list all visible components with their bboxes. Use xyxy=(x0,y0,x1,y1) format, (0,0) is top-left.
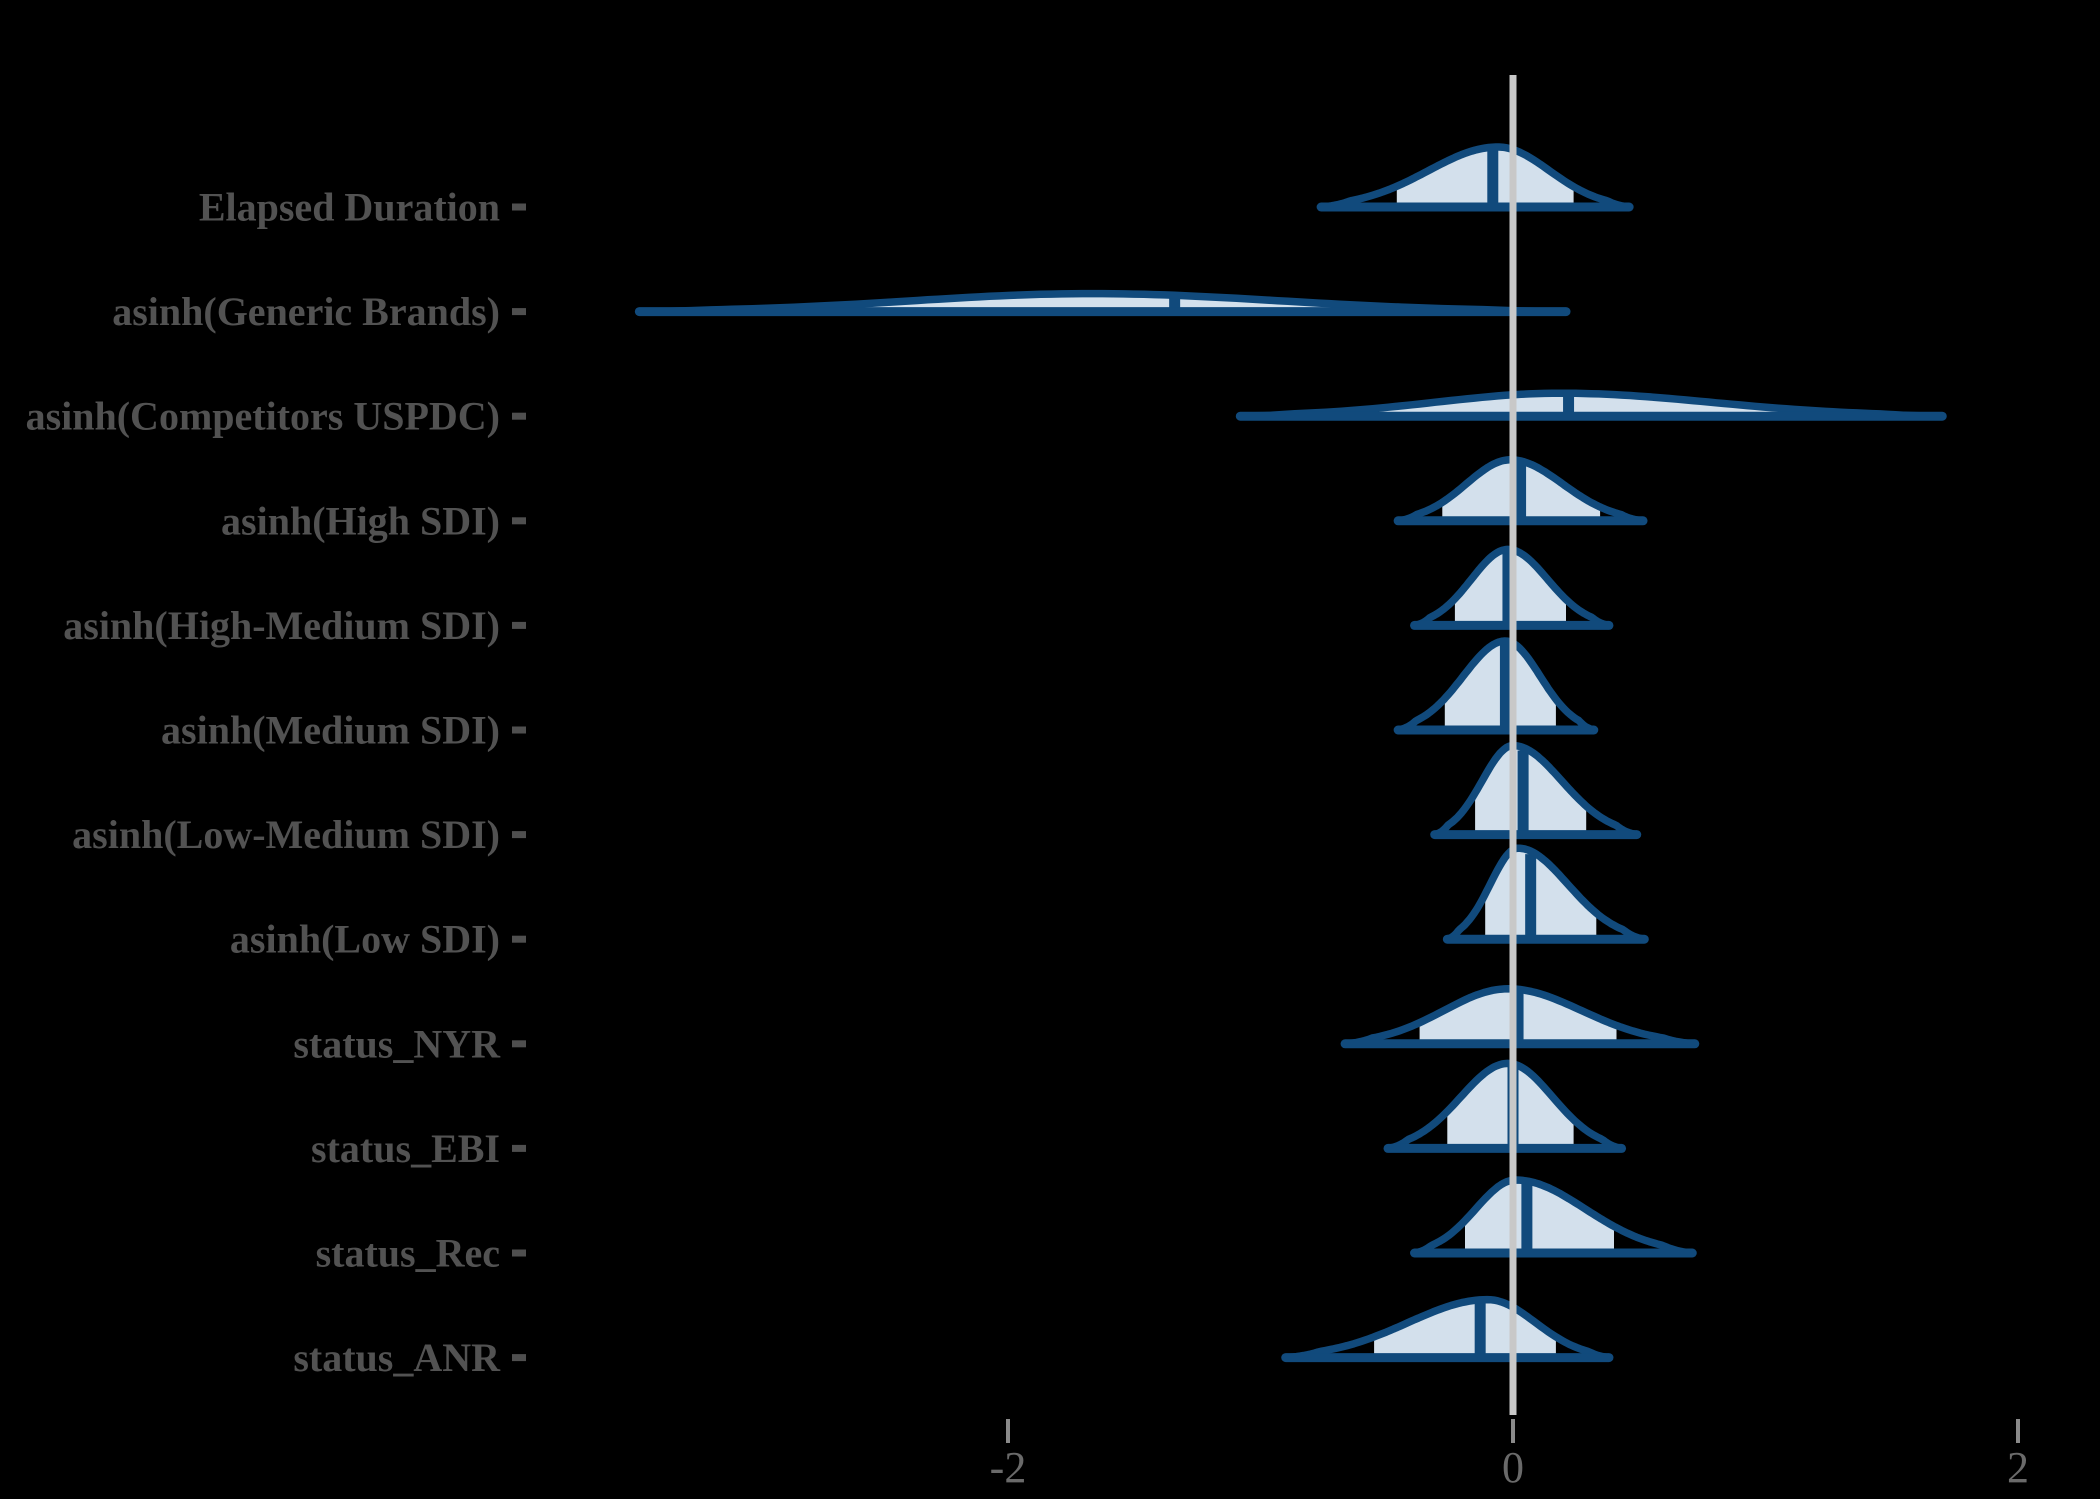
density-row: asinh(Generic Brands) xyxy=(112,289,1571,334)
y-axis-tick xyxy=(512,1354,526,1362)
density-row: status_NYR xyxy=(293,985,1700,1066)
row-label: status_NYR xyxy=(293,1021,501,1066)
density-outline xyxy=(1410,1176,1697,1257)
x-axis-tick-label: 2 xyxy=(2007,1443,2029,1492)
y-axis-tick xyxy=(512,935,526,943)
density-row: asinh(Competitors USPDC) xyxy=(26,389,1947,439)
density-row: asinh(Medium SDI) xyxy=(161,637,1599,753)
row-label: status_EBI xyxy=(311,1126,500,1171)
y-axis-tick xyxy=(512,517,526,525)
row-label: status_Rec xyxy=(316,1231,500,1276)
density-row: asinh(High-Medium SDI) xyxy=(63,545,1614,648)
y-axis-tick xyxy=(512,621,526,629)
density-outline xyxy=(1394,637,1598,734)
density-row: status_Rec xyxy=(316,1176,1697,1276)
row-label: asinh(High SDI) xyxy=(221,498,500,543)
density-outline xyxy=(1384,1059,1626,1153)
row-label: asinh(Low-Medium SDI) xyxy=(72,812,500,857)
density-outline xyxy=(1317,143,1633,211)
row-label: asinh(High-Medium SDI) xyxy=(63,603,500,648)
y-axis-tick xyxy=(512,1040,526,1048)
density-outline xyxy=(1443,844,1649,943)
density-outline xyxy=(1341,985,1699,1048)
density-row: asinh(High SDI) xyxy=(221,456,1648,543)
y-axis-tick xyxy=(512,726,526,734)
density-outline xyxy=(1282,1295,1613,1362)
interval-fill xyxy=(1465,1180,1614,1253)
row-label: Elapsed Duration xyxy=(199,185,500,230)
y-axis-tick xyxy=(512,831,526,839)
row-label: asinh(Medium SDI) xyxy=(161,708,500,753)
y-axis-tick xyxy=(512,1249,526,1257)
row-label: asinh(Competitors USPDC) xyxy=(26,394,500,439)
density-row: Elapsed Duration xyxy=(199,143,1634,230)
density-outline xyxy=(1430,741,1641,839)
row-label: asinh(Low SDI) xyxy=(230,917,500,962)
y-axis-tick xyxy=(512,308,526,316)
y-axis-tick xyxy=(512,1144,526,1152)
interval-fill xyxy=(1475,745,1587,835)
x-axis-tick-label: -2 xyxy=(990,1443,1027,1492)
density-outline xyxy=(1236,389,1947,420)
x-axis-tick-label: 0 xyxy=(1502,1443,1524,1492)
y-axis-tick xyxy=(512,203,526,211)
density-row: asinh(Low SDI) xyxy=(230,844,1649,962)
interval-fill xyxy=(1396,147,1574,207)
density-row: status_ANR xyxy=(293,1295,1614,1380)
row-label: asinh(Generic Brands) xyxy=(112,289,500,334)
density-row: asinh(Low-Medium SDI) xyxy=(72,741,1642,857)
density-outline xyxy=(1394,456,1647,525)
y-axis-tick xyxy=(512,412,526,420)
density-row: status_EBI xyxy=(311,1059,1627,1171)
row-label: status_ANR xyxy=(293,1335,501,1380)
